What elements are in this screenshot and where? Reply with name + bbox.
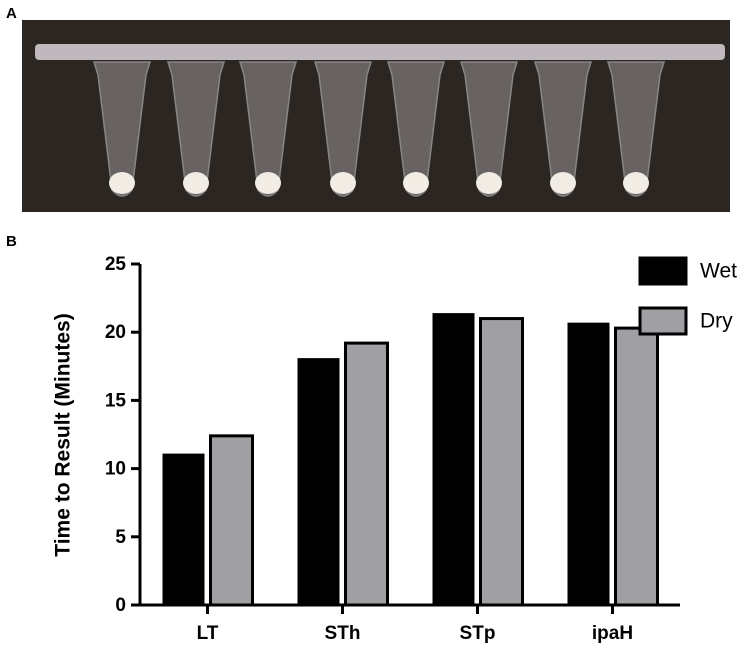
y-tick-label: 20 [105,322,126,343]
panel-label: A [6,5,17,22]
y-axis-label: Time to Result (Minutes) [52,313,75,556]
photo [22,20,730,212]
pellet [550,172,576,194]
panel-label: B [6,233,17,250]
x-tick-label: ipaH [592,623,633,644]
legend-swatch [638,306,688,336]
x-tick-label: LT [197,623,219,644]
bar [344,341,389,607]
legend-label: Wet [700,260,737,283]
bar [297,358,340,605]
y-tick-label: 0 [115,595,126,616]
x-tick-label: STp [460,623,496,644]
bar [209,434,254,607]
x-tick-label: STh [325,623,361,644]
y-tick-label: 5 [115,527,126,548]
legend-swatch [638,256,688,286]
bar [432,313,475,605]
pellet [330,172,356,194]
pellet [476,172,502,194]
pellet [109,172,135,194]
pellet [623,172,649,194]
legend-label: Dry [700,310,733,333]
y-tick-label: 15 [105,390,127,411]
y-tick-label: 25 [105,254,127,275]
bar [479,317,524,607]
bar [614,326,659,607]
bar [162,453,205,605]
pellet [255,172,281,194]
y-tick-label: 10 [105,459,126,480]
bar [567,322,610,605]
pellet [183,172,209,194]
pellet [403,172,429,194]
